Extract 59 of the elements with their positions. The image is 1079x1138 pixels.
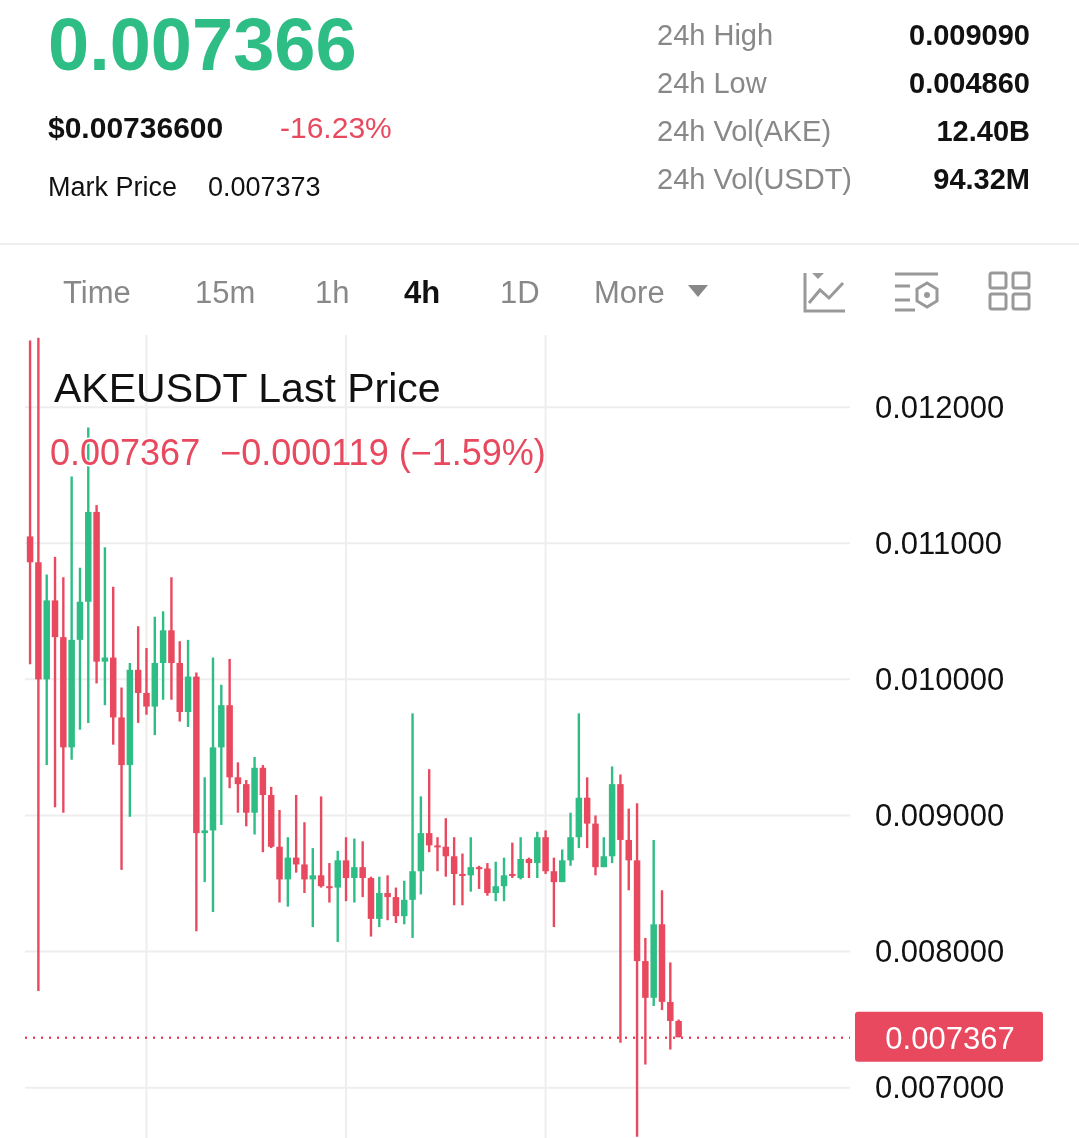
text: -16.23% — [280, 111, 392, 144]
candlestick — [301, 821, 308, 895]
candlestick — [392, 886, 400, 925]
text: 94.32M — [933, 163, 1030, 195]
candlestick — [475, 864, 483, 891]
candlestick — [558, 848, 566, 884]
text: 24h Vol(AKE) — [657, 115, 832, 147]
y-tick-label: 0.010000 — [875, 661, 1005, 697]
text: 4h — [404, 275, 441, 310]
candlestick — [509, 841, 516, 880]
text: 24h Low — [657, 67, 768, 99]
candlestick — [525, 856, 533, 880]
candlestick — [450, 836, 458, 907]
candlestick — [467, 836, 474, 893]
candlestick — [317, 795, 325, 889]
text: Time — [63, 275, 131, 310]
text: 0.009090 — [909, 19, 1030, 51]
candlestick — [309, 846, 317, 929]
y-tick-label: 0.012000 — [875, 389, 1005, 425]
candlestick — [101, 546, 109, 707]
candlestick — [384, 874, 391, 922]
candlestick — [500, 856, 508, 903]
text: Mark Price — [48, 172, 178, 202]
text: 1h — [315, 275, 350, 310]
text: $0.00736600 — [48, 111, 224, 144]
candlestick — [351, 837, 358, 904]
text: 1D — [500, 275, 540, 310]
candlestick — [567, 811, 574, 867]
text: 0.007373 — [208, 172, 321, 202]
candlestick — [342, 836, 350, 903]
candlestick — [359, 840, 366, 899]
text: AKEUSDT Last Price — [54, 365, 441, 411]
y-tick-label: 0.011000 — [875, 525, 1002, 561]
text: More — [594, 275, 665, 310]
candlestick — [459, 852, 466, 907]
candlestick — [600, 836, 608, 869]
candlestick — [26, 339, 34, 666]
candlestick — [401, 879, 408, 926]
candlestick — [550, 856, 558, 929]
text: 15m — [195, 275, 256, 310]
y-tick-label: 0.007000 — [875, 1070, 1005, 1106]
candlestick — [201, 776, 208, 884]
candlestick — [234, 761, 242, 814]
text: 12.40B — [936, 115, 1030, 147]
candlestick — [517, 836, 524, 881]
text: 24h High — [657, 19, 774, 51]
candlestick — [434, 836, 441, 873]
candlestick — [134, 625, 142, 725]
y-tick-label: 0.009000 — [875, 797, 1005, 833]
text: 0.004860 — [909, 67, 1030, 99]
text: 0.007366 — [48, 3, 357, 86]
candlestick — [492, 860, 499, 903]
y-tick-label: 0.008000 — [875, 933, 1005, 969]
ref-line-label: 0.007367 — [885, 1020, 1015, 1056]
candlestick — [625, 807, 632, 892]
candlestick — [326, 861, 333, 904]
candlestick — [425, 767, 433, 854]
candlestick — [143, 646, 150, 716]
text: 24h Vol(USDT) — [657, 163, 853, 195]
